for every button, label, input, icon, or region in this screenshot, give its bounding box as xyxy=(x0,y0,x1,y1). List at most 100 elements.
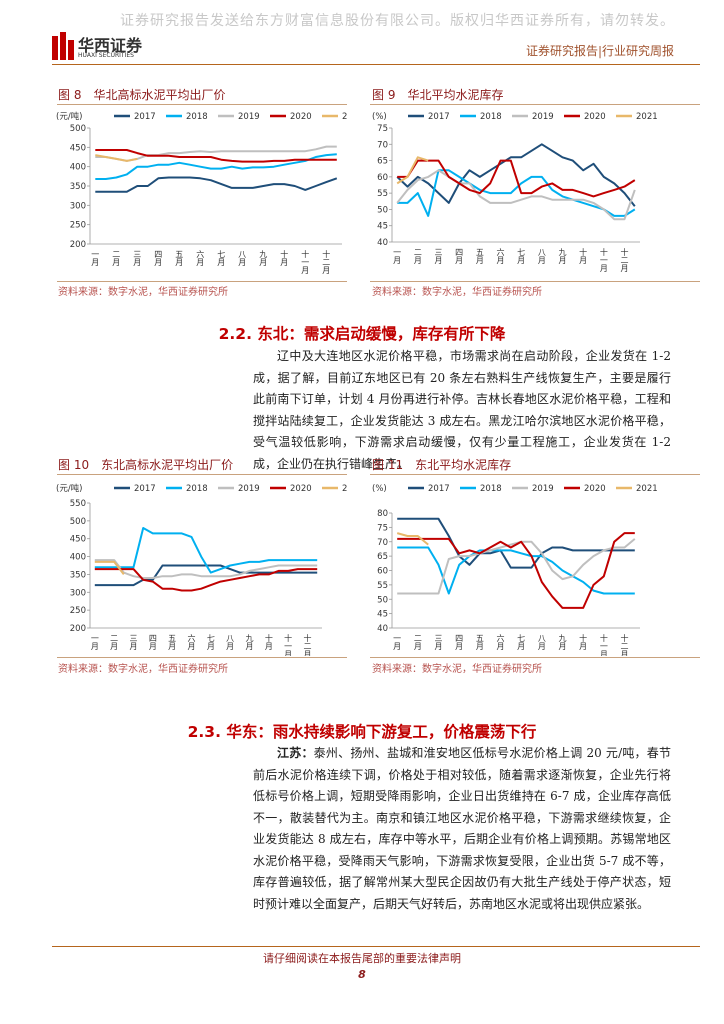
legend-label: 2017 xyxy=(428,112,450,122)
header-rule xyxy=(52,64,700,65)
x-tick-label: 六月 xyxy=(187,633,196,651)
series-line xyxy=(396,156,429,185)
x-tick-label: 五月 xyxy=(475,248,484,265)
y-tick-label: 75 xyxy=(377,523,388,533)
legend-label: 2020 xyxy=(290,112,312,122)
y-tick-label: 250 xyxy=(70,606,86,616)
x-tick-label: 二月 xyxy=(413,248,422,265)
x-tick-label: 六月 xyxy=(496,247,505,265)
legend-label: 2021 xyxy=(636,484,658,494)
x-tick-label: 九月 xyxy=(259,250,268,267)
y-tick-label: 75 xyxy=(377,124,388,134)
x-tick-label: 十二月 xyxy=(620,633,629,656)
x-tick-label: 三月 xyxy=(434,634,443,651)
x-tick-label: 六月 xyxy=(196,249,205,267)
y-tick-label: 500 xyxy=(70,124,86,134)
x-tick-label: 八月 xyxy=(537,248,546,265)
x-tick-label: 一月 xyxy=(90,634,99,651)
y-tick-label: 40 xyxy=(377,624,388,634)
y-tick-label: 70 xyxy=(377,140,388,150)
y-tick-label: 45 xyxy=(377,222,388,232)
x-tick-label: 三月 xyxy=(133,250,142,267)
x-tick-label: 二月 xyxy=(413,634,422,651)
y-tick-label: 45 xyxy=(377,610,388,620)
x-tick-label: 十二月 xyxy=(303,633,312,656)
series-line xyxy=(397,532,635,609)
legend-label: 2019 xyxy=(238,484,260,494)
series-line xyxy=(95,176,338,193)
footer-rule xyxy=(52,946,700,947)
source: 资料来源：数字水泥，华西证券研究所 xyxy=(372,287,542,298)
legend-label: 2021 xyxy=(342,484,347,494)
series-line xyxy=(396,143,636,207)
text: 泰州、扬州、盐城和淮安地区低标号水泥价格上调 20 元/吨，春节前后水泥价格连续… xyxy=(253,746,671,911)
series-line xyxy=(396,169,636,221)
series-line xyxy=(95,149,337,163)
legend-label: 2021 xyxy=(636,112,658,122)
x-tick-label: 五月 xyxy=(475,634,484,651)
y-tick-label: 300 xyxy=(70,588,86,598)
footer: 请仔细阅读在本报告尾部的重要法律声明 xyxy=(263,952,461,965)
series-line xyxy=(94,568,318,592)
legend-label: 2017 xyxy=(428,484,450,494)
rule xyxy=(370,104,700,105)
x-tick-label: 四月 xyxy=(148,634,157,651)
figure-title: 图 8 华北高标水泥平均出厂价 xyxy=(58,88,226,102)
series-line xyxy=(95,154,138,162)
rule xyxy=(57,474,347,475)
y-tick-label: 400 xyxy=(70,163,86,173)
legend-label: 2020 xyxy=(584,484,606,494)
x-tick-label: 九月 xyxy=(245,634,254,651)
x-tick-label: 十二月 xyxy=(322,249,331,275)
chart: (元/吨) 200 250 300 350 400 450 500 550 一月 二月 三月 四月 五月六… xyxy=(56,483,347,656)
section-heading: 2.2. 东北：需求启动缓慢，库存有所下降 xyxy=(218,325,506,343)
legend-label: 2017 xyxy=(134,112,156,122)
x-tick-label: 七月 xyxy=(206,634,215,651)
series-line xyxy=(397,159,636,198)
y-tick-label: 450 xyxy=(70,143,86,153)
x-tick-label: 九月 xyxy=(558,248,567,265)
series-line xyxy=(94,527,318,574)
legend-label: 2018 xyxy=(186,484,208,494)
chart: (%)4045505560657075一月 二月 三月 四月 五月 六月 七月 八月 九月 十月十… xyxy=(372,112,658,273)
y-tick-label: 550 xyxy=(70,499,86,509)
rule xyxy=(57,281,347,282)
paragraph: 江苏：泰州、扬州、盐城和淮安地区低标号水泥价格上调 20 元/吨，春节前后水泥价… xyxy=(253,743,671,915)
x-tick-label: 十一月 xyxy=(284,633,293,656)
y-tick-label: 50 xyxy=(377,205,388,215)
x-tick-label: 四月 xyxy=(455,634,464,651)
lead: 江苏： xyxy=(277,746,314,760)
legend-label: 2019 xyxy=(532,484,554,494)
x-tick-label: 四月 xyxy=(455,248,464,265)
y-tick-label: 200 xyxy=(70,240,86,250)
legend-label: 2018 xyxy=(186,112,208,122)
legend-label: 2021 xyxy=(342,112,347,122)
x-tick-label: 四月 xyxy=(154,250,163,267)
x-tick-label: 一月 xyxy=(91,250,100,267)
section-heading: 2.3. 华东：雨水持续影响下游复工，价格震荡下行 xyxy=(187,723,537,741)
series-line xyxy=(396,532,429,546)
x-tick-label: 七月 xyxy=(517,248,526,265)
paragraph: 辽中及大连地区水泥价格平稳，市场需求尚在启动阶段，企业发货在 1-2 成，据了解… xyxy=(253,349,671,471)
y-tick-label: 450 xyxy=(70,535,86,545)
header-right: 证券研究报告|行业研究周报 xyxy=(525,44,674,58)
y-tick-label: 200 xyxy=(70,624,86,634)
rule xyxy=(370,281,700,282)
x-tick-label: 二月 xyxy=(112,250,121,267)
legend-label: 2019 xyxy=(532,112,554,122)
figure-title: 图 10 东北高标水泥平均出厂价 xyxy=(58,458,234,472)
y-axis-label: (%) xyxy=(372,484,387,494)
legend-label: 2019 xyxy=(238,112,260,122)
y-tick-label: 55 xyxy=(377,189,388,199)
source: 资料来源：数字水泥，华西证券研究所 xyxy=(372,664,542,675)
x-tick-label: 十月 xyxy=(264,633,273,651)
x-tick-label: 十月 xyxy=(579,633,588,651)
y-tick-label: 350 xyxy=(70,570,86,580)
y-tick-label: 80 xyxy=(377,509,388,519)
y-axis-label: (元/吨) xyxy=(56,483,83,494)
series-line xyxy=(94,560,125,576)
x-tick-label: 五月 xyxy=(168,634,177,651)
source: 资料来源：数字水泥，华西证券研究所 xyxy=(58,287,228,298)
source: 资料来源：数字水泥，华西证券研究所 xyxy=(58,664,228,675)
